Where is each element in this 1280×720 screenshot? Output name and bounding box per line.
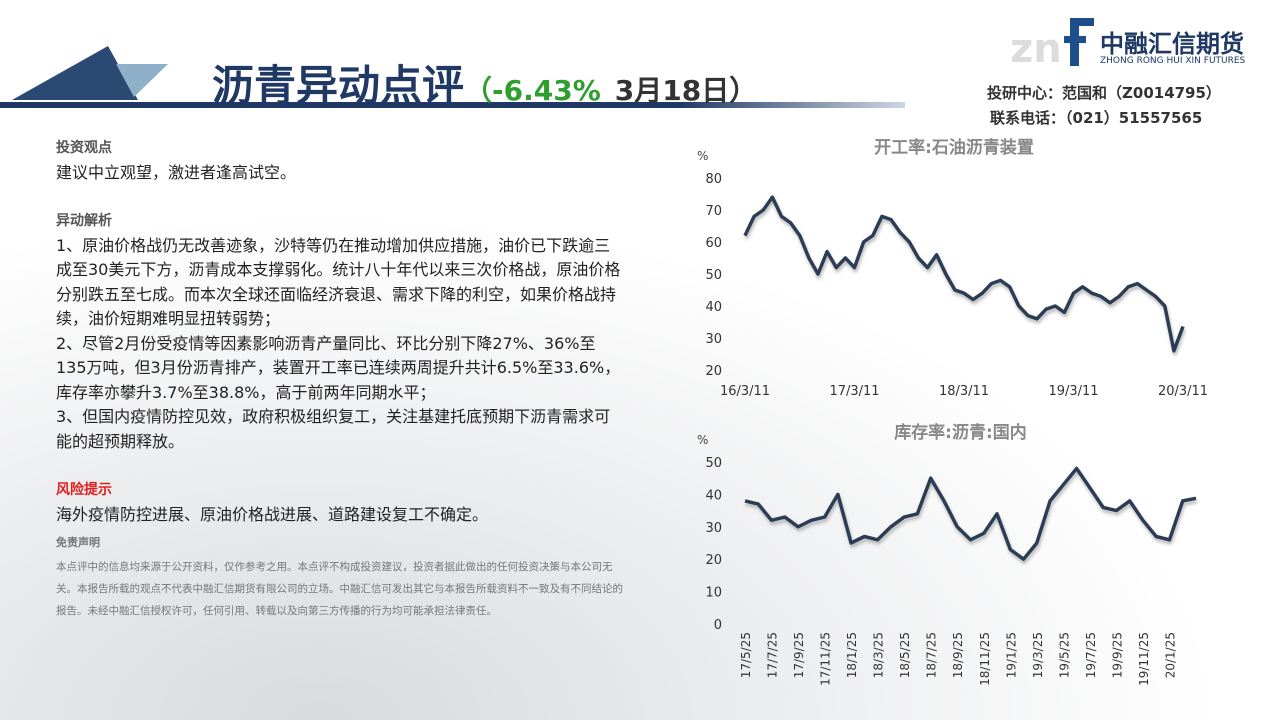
content: 投资观点 建议中立观望，激进者逢高试空。 异动解析 1、原油价格战仍无改善迹象，…: [56, 136, 626, 622]
triangle-dark: [12, 46, 138, 100]
contact: 联系电话：（021）51557565: [990, 109, 1203, 127]
section-heading: 异动解析: [56, 213, 112, 229]
x-tick-label: 18/7/25: [925, 632, 939, 678]
x-tick-label: 18/3/11: [939, 384, 989, 399]
section-body: 建议中立观望，激进者逢高试空。: [56, 162, 297, 182]
x-tick-label: 17/3/11: [829, 384, 879, 399]
x-tick-label: 20/3/11: [1158, 384, 1208, 399]
x-tick-label: 19/5/25: [1057, 632, 1071, 678]
contact: 投研中心：范国和（Z0014795）: [987, 84, 1221, 102]
x-tick-label: 19/1/25: [1004, 632, 1018, 678]
logo-mark: [1070, 18, 1094, 26]
logo-watermark: zn: [1010, 26, 1062, 72]
analysis-item: 2、尽管2月份受疫情等因素影响沥青产量同比、环比分别下降27%、36%至135万…: [56, 333, 621, 402]
y-tick-label: 40: [705, 300, 722, 315]
x-tick-label: 18/11/25: [978, 632, 992, 686]
section-heading: 免责声明: [56, 536, 100, 549]
header-band: [0, 102, 905, 108]
x-tick-label: 19/7/25: [1084, 632, 1098, 678]
disclaimer: 本点评中的信息均来源于公开资料，仅作参考之用。本点评不构成投资建议，投资者据此做…: [56, 560, 623, 617]
x-tick-label: 19/9/25: [1110, 632, 1124, 678]
x-tick-label: 18/3/25: [872, 632, 886, 678]
analysis-item: 3、但国内疫情防控见效，政府积极组织复工，关注基建托底预期下沥青需求可能的超预期…: [56, 407, 611, 451]
logo-cn: 中融汇信期货: [1100, 30, 1244, 58]
section-heading: 投资观点: [56, 140, 112, 156]
charts: 开工率:石油沥青装置% 20 30 40 50 60 70 80 16/3/11 17/3/11 1…: [697, 137, 1208, 686]
x-tick-label: 19/3/11: [1048, 384, 1098, 399]
x-tick-label: 19/11/25: [1137, 632, 1151, 686]
x-tick-label: 20/1/25: [1163, 632, 1177, 678]
y-tick-label: 0: [714, 618, 722, 633]
triangle-light: [116, 64, 168, 97]
chart-title: 开工率:石油沥青装置: [874, 137, 1034, 158]
x-tick-label: 18/9/25: [951, 632, 965, 678]
section-heading: 风险提示: [56, 482, 112, 498]
change: （-6.43%: [464, 74, 601, 107]
y-axis-unit: %: [697, 433, 708, 447]
logo-mark: [1064, 36, 1086, 43]
y-tick-label: 10: [705, 586, 722, 601]
section-body: 海外疫情防控进展、原油价格战进展、道路建设复工不确定。: [56, 504, 489, 524]
x-tick-label: 18/1/25: [845, 632, 859, 678]
data-line: [744, 466, 1197, 561]
chart-title: 库存率:沥青:国内: [894, 422, 1027, 443]
slide-title: 沥青异动点评（-6.43% 3月18日）: [212, 52, 757, 113]
data-line: [743, 195, 1185, 353]
y-axis-unit: %: [697, 149, 708, 163]
x-tick-label: 16/3/11: [720, 384, 770, 399]
y-tick-label: 30: [705, 332, 722, 347]
y-tick-label: 70: [705, 204, 722, 219]
y-tick-label: 80: [705, 172, 722, 187]
x-tick-label: 18/5/25: [898, 632, 912, 678]
x-tick-label: 17/9/25: [792, 632, 806, 678]
y-tick-label: 30: [705, 521, 722, 536]
date: 3月18日）: [614, 74, 758, 107]
y-tick-label: 40: [705, 488, 722, 503]
x-tick-label: 17/7/25: [766, 632, 780, 678]
y-tick-label: 20: [705, 553, 722, 568]
y-tick-label: 60: [705, 236, 722, 251]
x-tick-label: 17/5/25: [739, 632, 753, 678]
logo-en: ZHONG RONG HUI XIN FUTURES: [1100, 56, 1246, 66]
x-tick-label: 19/3/25: [1031, 632, 1045, 678]
y-tick-label: 20: [705, 364, 722, 379]
x-tick-label: 17/11/25: [819, 632, 833, 686]
analysis-item: 1、原油价格战仍无改善迹象，沙特等仍在推动增加供应措施，油价已下跌逾三成至30美…: [56, 235, 621, 329]
y-tick-label: 50: [705, 456, 722, 471]
y-tick-label: 50: [705, 268, 722, 283]
title: 沥青异动点评: [212, 61, 465, 110]
